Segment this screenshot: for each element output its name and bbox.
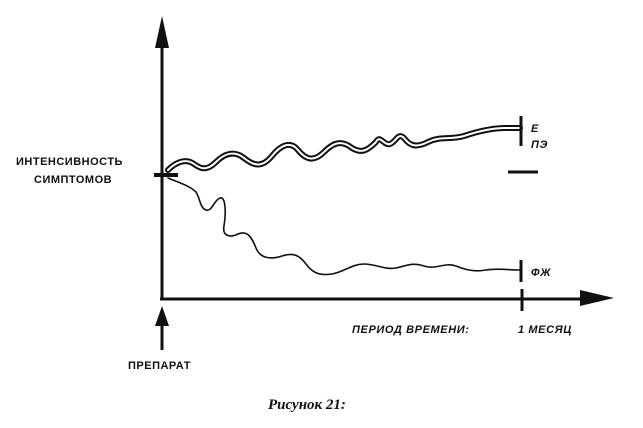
- y-axis-arrowhead: [155, 16, 169, 48]
- x-axis-arrowhead: [580, 290, 614, 306]
- y-axis-label-line1: ИНТЕНСИВНОСТЬ: [16, 156, 123, 168]
- y-axis-label-line2: СИМПТОМОВ: [34, 174, 112, 186]
- start-marker-label: ПРЕПАРАТ: [128, 360, 191, 372]
- upper-curve-label-line2: ПЭ: [531, 139, 548, 151]
- upper-curve-label-line1: Е: [531, 123, 539, 135]
- start-marker-arrowhead: [155, 306, 169, 326]
- upper-curve-inner: [167, 127, 521, 171]
- time-mark-label: 1 МЕСЯЦ: [518, 324, 572, 336]
- lower-curve-label: ФЖ: [531, 267, 551, 279]
- figure-caption: Рисунок 21:: [268, 397, 346, 413]
- x-axis-label: ПЕРИОД ВРЕМЕНИ:: [352, 324, 470, 336]
- lower-curve: [167, 177, 521, 276]
